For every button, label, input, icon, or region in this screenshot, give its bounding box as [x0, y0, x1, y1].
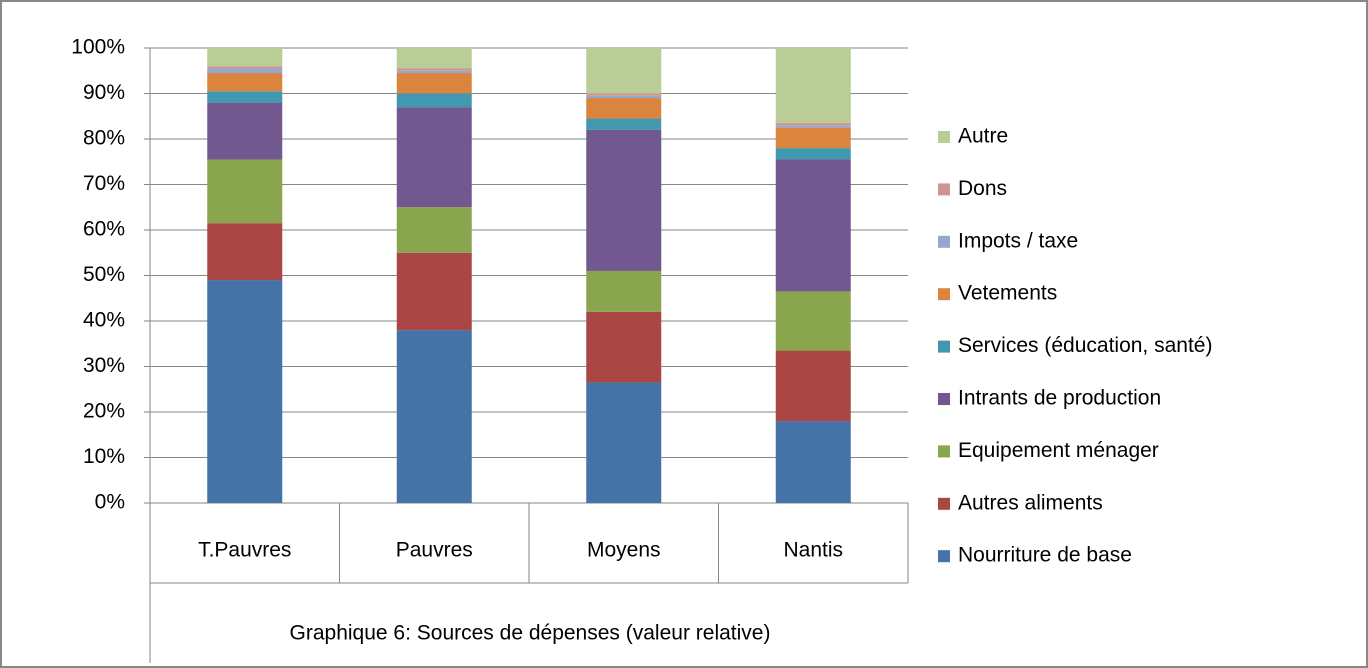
bar-segment	[207, 73, 283, 92]
legend-swatch	[938, 131, 950, 143]
legend-swatch	[938, 550, 950, 563]
chart-title: Graphique 6: Sources de dépenses (valeur…	[290, 622, 771, 645]
bar-segment	[396, 68, 472, 71]
y-tick-label: 90%	[83, 81, 125, 104]
bar-segment	[775, 159, 851, 292]
bar-segment	[775, 127, 851, 149]
legend-label: Dons	[958, 177, 1007, 200]
legend-label: Services (éducation, santé)	[958, 334, 1212, 357]
bar-segment	[396, 252, 472, 331]
bar-segment	[775, 421, 851, 503]
y-tick-label: 50%	[83, 263, 125, 286]
bar-segment	[586, 95, 662, 99]
bar-segment	[775, 148, 851, 160]
x-tick-label: Pauvres	[396, 539, 473, 562]
bar-segment	[207, 159, 283, 224]
bar-segment	[396, 330, 472, 503]
legend-swatch	[938, 288, 950, 301]
bar-segment	[586, 382, 662, 503]
bar-segment	[396, 73, 472, 94]
bar-segment	[775, 125, 851, 128]
bar-segment	[396, 48, 472, 69]
bar-segment	[396, 107, 472, 208]
bar-segment	[586, 93, 662, 96]
bar-segment	[207, 48, 283, 67]
legend-swatch	[938, 445, 950, 458]
y-tick-label: 40%	[83, 309, 125, 332]
legend-label: Nourriture de base	[958, 544, 1132, 567]
bar-segment	[207, 68, 283, 74]
legend-swatch	[938, 497, 950, 510]
bar-segment	[396, 207, 472, 253]
bar-segment	[207, 91, 283, 103]
y-tick-label: 30%	[83, 354, 125, 377]
x-tick-label: T.Pauvres	[198, 539, 291, 562]
bar-segment	[586, 270, 662, 312]
bar-segment	[207, 223, 283, 281]
x-tick-label: Moyens	[587, 539, 661, 562]
bar-segment	[775, 350, 851, 422]
bar-segment	[586, 48, 662, 94]
y-tick-label: 80%	[83, 127, 125, 150]
bar-segment	[396, 93, 472, 108]
legend-swatch	[938, 235, 950, 248]
bar-segment	[207, 280, 283, 503]
y-tick-label: 10%	[83, 445, 125, 468]
y-tick-label: 70%	[83, 172, 125, 195]
legend-label: Equipement ménager	[958, 439, 1159, 462]
bar-segment	[586, 98, 662, 119]
legend-label: Intrants de production	[958, 387, 1161, 410]
bar-segment	[396, 70, 472, 74]
legend-label: Vetements	[958, 282, 1057, 305]
y-tick-label: 60%	[83, 218, 125, 241]
legend-label: Autre	[958, 125, 1008, 148]
bar-segment	[207, 66, 283, 69]
legend-swatch	[938, 393, 950, 405]
bar-segment	[775, 48, 851, 124]
legend-label: Impots / taxe	[958, 229, 1078, 252]
bar-segment	[586, 118, 662, 130]
bar-segment	[586, 311, 662, 383]
legend-swatch	[938, 340, 950, 353]
bar-segment	[207, 102, 283, 160]
bar-segment	[586, 129, 662, 271]
legend-swatch	[938, 183, 950, 196]
bar-segment	[775, 291, 851, 351]
y-tick-label: 20%	[83, 400, 125, 423]
x-tick-label: Nantis	[783, 539, 843, 562]
y-tick-label: 0%	[95, 491, 125, 514]
y-tick-label: 100%	[71, 36, 125, 59]
bar-segment	[775, 123, 851, 126]
legend-label: Autres aliments	[958, 491, 1103, 514]
